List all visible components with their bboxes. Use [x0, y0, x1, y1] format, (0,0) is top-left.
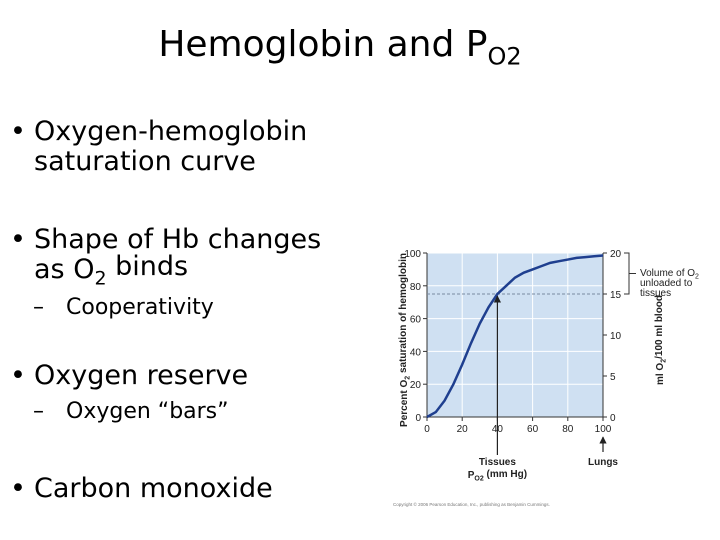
bullet-text-part: 2 — [94, 268, 106, 290]
bullet-text-part: Oxygen reserve — [34, 360, 248, 391]
bracket-label-part: 2 — [695, 273, 699, 280]
bracket-label-part: tissues — [640, 288, 671, 299]
bracket-label: unloaded to — [640, 278, 693, 289]
credit: Copyright © 2006 Pearson Education, Inc.… — [393, 501, 550, 507]
y2-tick-label: 5 — [610, 372, 616, 383]
bracket-label-part: Volume of O — [640, 268, 695, 279]
bracket-label: Volume of O2 — [640, 268, 699, 280]
x-axis-label-part: (mm Hg) — [484, 469, 527, 480]
slide-title-part: O2 — [488, 42, 522, 70]
x-tick-label: 60 — [527, 424, 539, 435]
y-axis-label-part: saturation of hemoglobin — [398, 253, 409, 376]
y-tick-label: 100 — [404, 249, 421, 260]
bullet-marker: • — [10, 224, 26, 255]
y-tick-label: 40 — [410, 347, 422, 358]
x-axis-label-part: P — [468, 470, 475, 481]
bullet-text-part: as O — [34, 254, 94, 285]
y2-axis-label-part: ml O — [655, 363, 666, 385]
y-tick-label: 0 — [415, 413, 421, 424]
bullet-text-part: Cooperativity — [66, 295, 214, 320]
y2-tick-label: 20 — [610, 249, 622, 260]
x-tick-label: 100 — [595, 424, 612, 435]
y2-tick-label: 15 — [610, 290, 622, 301]
y-tick-label: 20 — [410, 380, 422, 391]
y2-tick-label: 10 — [610, 331, 622, 342]
bullet-text: Cooperativity — [66, 295, 214, 320]
x-tick-label: 0 — [424, 424, 430, 435]
y-tick-label: 80 — [410, 282, 422, 293]
x-tick-label: 80 — [562, 424, 574, 435]
bullet-text: Oxygen “bars” — [66, 399, 229, 424]
bullet-text: saturation curve — [34, 146, 256, 177]
x-axis-label: PO2 (mm Hg) — [468, 469, 527, 483]
slide-title: Hemoglobin and PO2 — [158, 24, 521, 70]
bracket — [624, 252, 636, 295]
bullet-text-part: Oxygen “bars” — [66, 399, 229, 424]
bullet-marker: • — [10, 473, 26, 504]
bullet-text-part: saturation curve — [34, 146, 256, 177]
y-axis-label-part: 2 — [404, 376, 411, 380]
annotation: Tissues — [479, 457, 516, 468]
x-tick-label: 20 — [457, 424, 469, 435]
bullet-marker: – — [33, 295, 44, 320]
bracket-label-part: unloaded to — [640, 278, 693, 289]
bracket-label: tissues — [640, 288, 671, 299]
bullet-text-part: Carbon monoxide — [34, 473, 273, 504]
bullet-text-part: binds — [107, 251, 189, 282]
bullet-text-part: Shape of Hb changes — [34, 224, 321, 255]
plot-area — [427, 253, 603, 417]
y-axis-label-part: Percent O — [399, 380, 410, 427]
y2-axis-label-part: /100 ml blood — [654, 295, 665, 359]
bullet-marker: • — [10, 360, 26, 391]
bullet-text-part: Oxygen-hemoglobin — [34, 116, 307, 147]
y-axis-label: Percent O2 saturation of hemoglobin — [398, 253, 412, 427]
bullet-text: Oxygen-hemoglobin — [34, 116, 307, 147]
slide-title-part: Hemoglobin and P — [158, 24, 487, 65]
bullet-text: Shape of Hb changes — [34, 224, 321, 255]
bullet-text: as O2 binds — [34, 251, 188, 289]
bullet-marker: – — [33, 399, 44, 424]
y2-axis-label-part: 2 — [660, 359, 667, 363]
x-axis-label-part: O2 — [474, 475, 483, 482]
bullet-marker: • — [10, 116, 26, 147]
y-tick-label: 60 — [410, 315, 422, 326]
bullet-text: Oxygen reserve — [34, 360, 248, 391]
y2-axis-label: ml O2/100 ml blood — [654, 295, 668, 385]
annotation: Lungs — [588, 457, 618, 468]
curve — [426, 254, 604, 419]
bullet-text: Carbon monoxide — [34, 473, 273, 504]
y2-tick-label: 0 — [610, 413, 616, 424]
